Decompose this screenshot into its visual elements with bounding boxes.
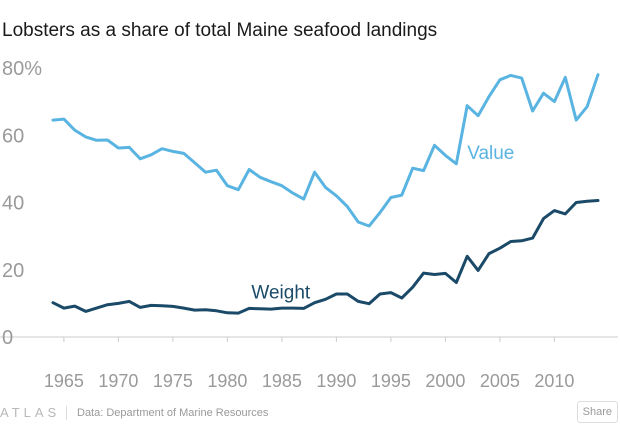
y-tick-label: 80% — [2, 58, 42, 80]
footer: ATLAS Data: Department of Marine Resourc… — [0, 398, 620, 428]
x-tick-label: 1965 — [44, 371, 84, 391]
weight-series-label: Weight — [251, 282, 311, 303]
x-tick-label: 1995 — [371, 371, 411, 391]
x-tick-label: 2000 — [425, 371, 465, 391]
x-tick-label: 1970 — [98, 371, 138, 391]
chart-title: Lobsters as a share of total Maine seafo… — [2, 20, 438, 41]
x-tick-label: 2010 — [534, 371, 574, 391]
footer-divider — [66, 406, 67, 420]
source-note: Data: Department of Marine Resources — [77, 407, 269, 419]
line-chart: 0 20 40 60 80% 1965 1970 1975 1980 1985 1990 1995 20… — [0, 58, 618, 391]
x-tick-label: 2005 — [480, 371, 520, 391]
y-tick-label: 40 — [2, 193, 24, 215]
value-line — [51, 73, 600, 228]
x-tick-label: 1975 — [153, 371, 193, 391]
y-tick-label: 0 — [2, 327, 13, 349]
x-tick-label: 1990 — [316, 371, 356, 391]
x-tick-label: 1980 — [207, 371, 247, 391]
y-tick-label: 20 — [2, 260, 24, 282]
share-button[interactable]: Share — [576, 401, 618, 423]
x-tick-label: 1985 — [262, 371, 302, 391]
atlas-logo: ATLAS — [0, 405, 61, 420]
weight-line — [51, 199, 600, 315]
y-tick-label: 60 — [2, 125, 24, 147]
value-series-label: Value — [467, 143, 514, 164]
